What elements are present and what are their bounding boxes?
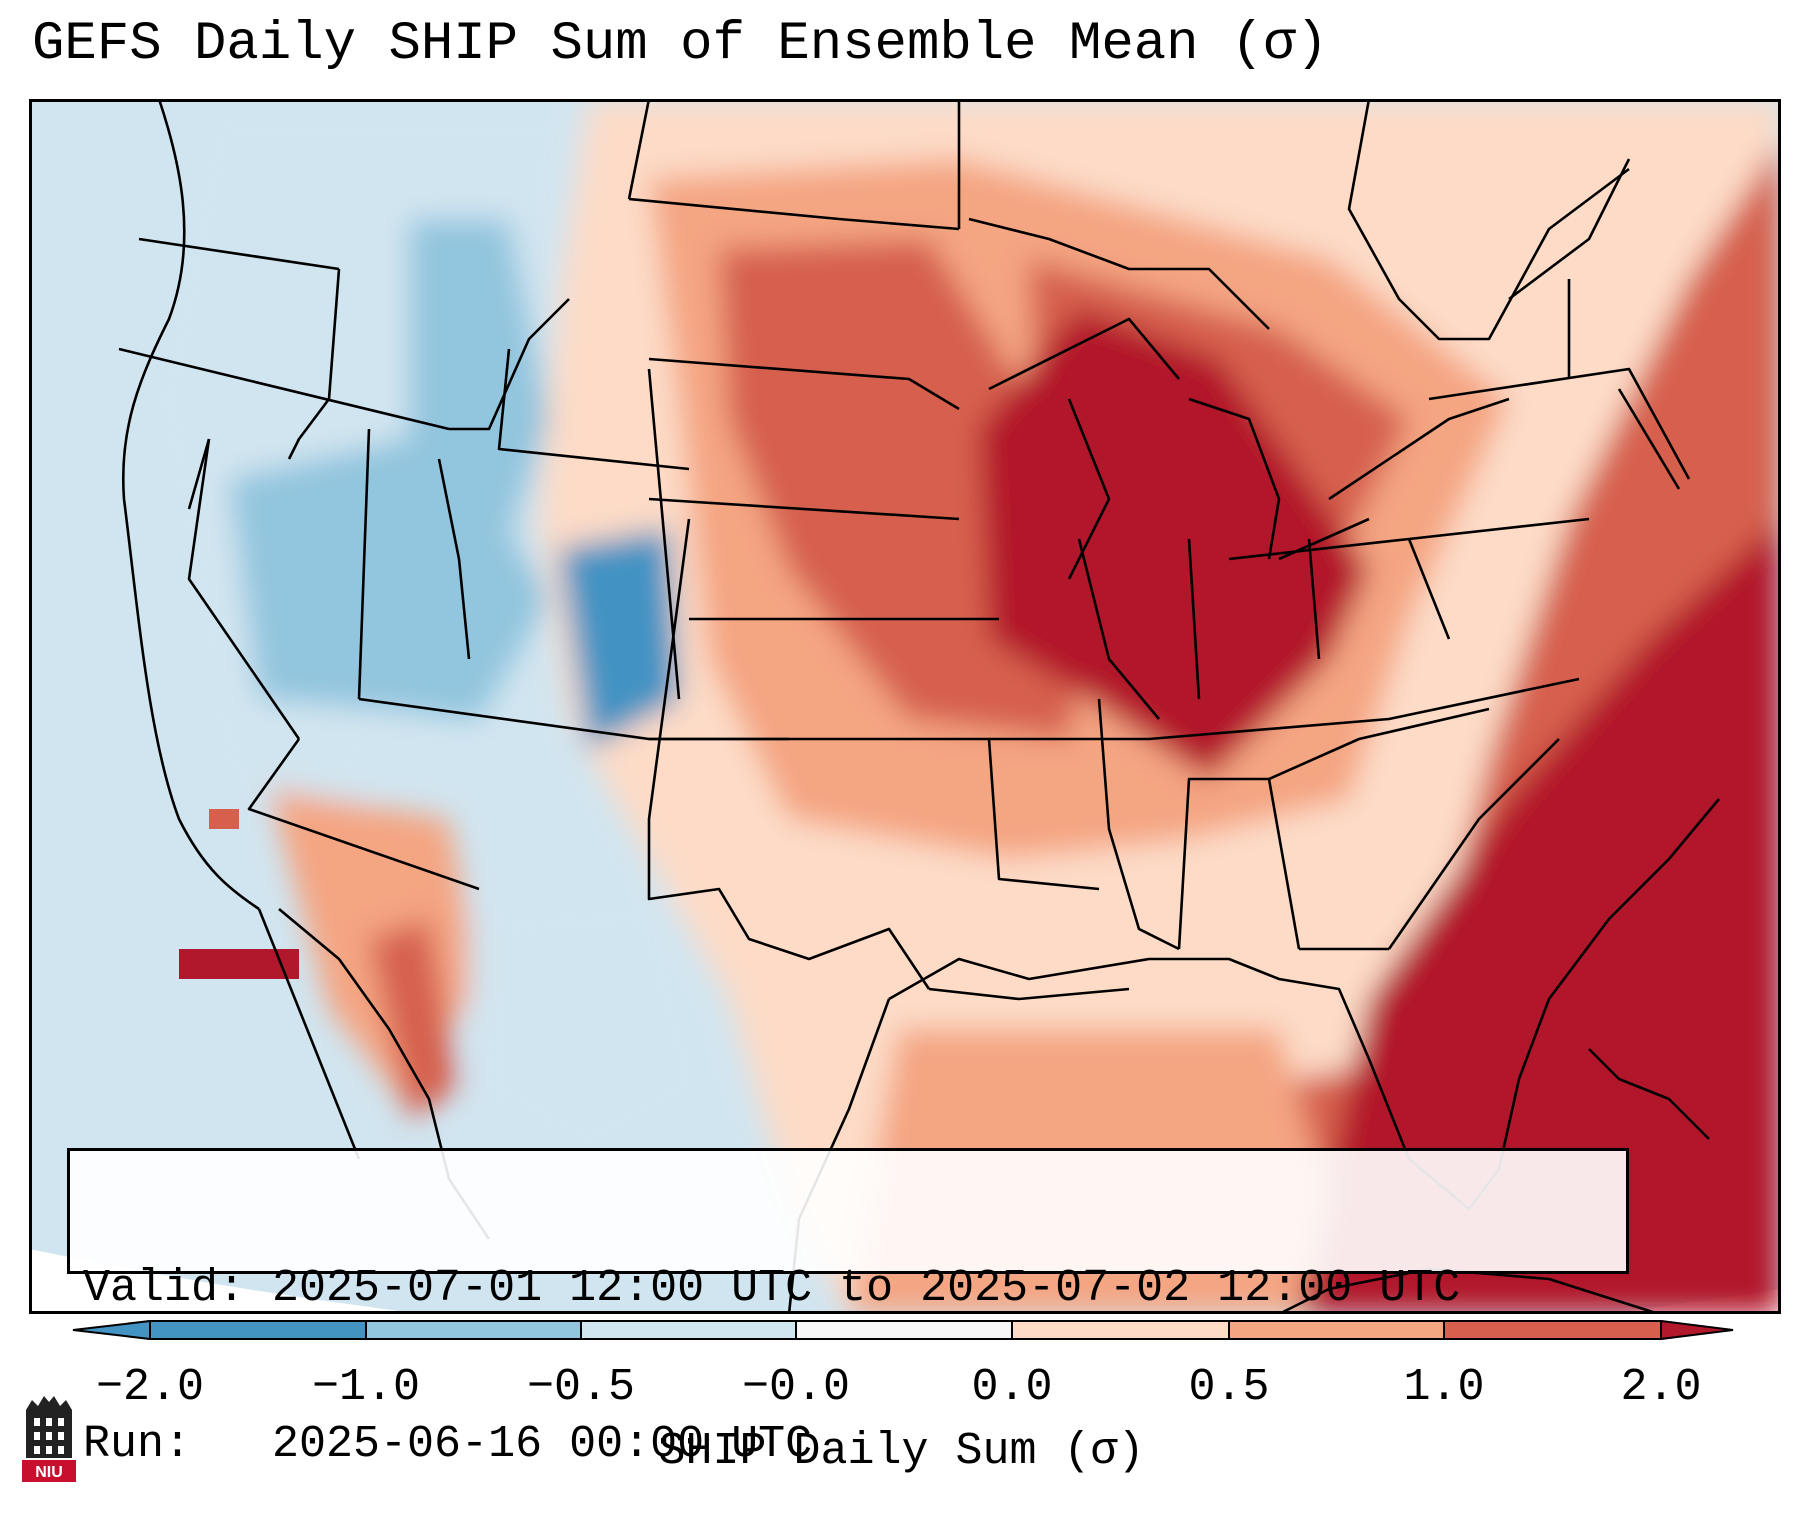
colorbar-segment xyxy=(366,1320,581,1340)
colorbar-label: SHIP Daily Sum (σ) xyxy=(658,1426,1145,1477)
anomaly-field xyxy=(139,99,1781,1314)
niu-logo: NIU xyxy=(20,1392,78,1484)
cell-pacific-anomaly xyxy=(209,809,239,829)
map-frame xyxy=(29,99,1781,1314)
colorbar-segment xyxy=(1444,1320,1661,1340)
map-panel xyxy=(29,99,1781,1314)
valid-run-info-box: Valid: 2025-07-01 12:00 UTC to 2025-07-0… xyxy=(67,1148,1629,1470)
niu-logo-icon: NIU xyxy=(22,1396,76,1482)
run-time-line: Run: 2025-06-16 00:00 UTC xyxy=(83,1419,813,1470)
colorbar-segment xyxy=(581,1320,796,1340)
colorbar-extend-high xyxy=(1661,1320,1734,1340)
colorbar-svg xyxy=(72,1320,1734,1340)
colorbar-segment xyxy=(1012,1320,1229,1340)
colorbar-tick-label: −2.0 xyxy=(95,1362,205,1413)
map-svg xyxy=(29,99,1781,1314)
colorbar-segment xyxy=(796,1320,1012,1340)
chart-title: GEFS Daily SHIP Sum of Ensemble Mean (σ) xyxy=(32,14,1329,75)
cell-baja-anomaly xyxy=(179,949,299,979)
niu-logo-text: NIU xyxy=(35,1464,63,1481)
state-boundaries xyxy=(118,99,1691,1160)
colorbar-tick-label: 0.0 xyxy=(971,1362,1053,1413)
colorbar-tick-label: −1.0 xyxy=(311,1362,421,1413)
colorbar-tick-label: 2.0 xyxy=(1620,1362,1702,1413)
valid-time-line: Valid: 2025-07-01 12:00 UTC to 2025-07-0… xyxy=(83,1263,1461,1314)
colorbar-extend-low xyxy=(72,1320,150,1340)
colorbar-tick-label: −0.5 xyxy=(526,1362,636,1413)
colorbar-tick-label: 0.5 xyxy=(1188,1362,1270,1413)
colorbar-segment xyxy=(150,1320,366,1340)
colorbar-tick-label: −0.0 xyxy=(741,1362,851,1413)
colorbar-tick-label: 1.0 xyxy=(1403,1362,1485,1413)
colorbar-segment xyxy=(1229,1320,1444,1340)
colorbar xyxy=(72,1320,1734,1340)
colorbar-tick-labels: −2.0 −1.0 −0.5 −0.0 0.0 0.5 1.0 2.0 xyxy=(0,1362,1803,1413)
